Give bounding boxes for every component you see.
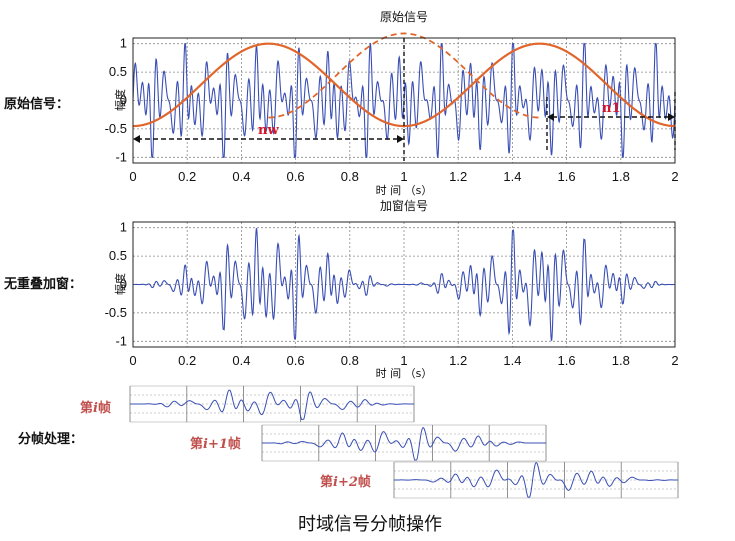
x-tick-label: 2 — [671, 353, 678, 368]
frame-i-waveform — [130, 389, 414, 421]
bottom-side-label: 无重叠加窗： — [3, 276, 82, 292]
x-tick-label: 0.2 — [178, 169, 196, 184]
frame-i-plus-1-box — [261, 424, 547, 462]
bottom-plot-frame — [132, 221, 676, 348]
frame-i-plus-2-label: 第i+2帧 — [320, 474, 371, 490]
x-tick-label: 1.8 — [612, 353, 630, 368]
x-tick-label: 0.8 — [341, 353, 359, 368]
x-tick-label: 1 — [400, 169, 407, 184]
x-tick-label: 1.6 — [558, 169, 576, 184]
windowed-signal-line — [133, 228, 675, 341]
x-tick-label: 0.4 — [232, 353, 250, 368]
x-tick-label: 2 — [671, 169, 678, 184]
y-tick-label: -0.5 — [105, 305, 127, 320]
x-tick-label: 0.8 — [341, 169, 359, 184]
bottom-plot-ylabel: 幅度 — [113, 273, 127, 295]
x-tick-label: 1 — [400, 353, 407, 368]
y-tick-label: -1 — [115, 333, 127, 348]
frame-i-box — [129, 385, 415, 423]
y-tick-label: 1 — [120, 36, 127, 51]
x-tick-label: 0.6 — [287, 353, 305, 368]
frame-i-plus-1-label: 第i+1帧 — [190, 436, 241, 452]
overlap-window-dashed-line — [268, 32, 540, 119]
x-tick-label: 1.2 — [449, 169, 467, 184]
top-plot-xlabel: 时 间 （s） — [376, 184, 433, 197]
top-side-label: 原始信号： — [4, 96, 69, 112]
y-tick-label: -0.5 — [105, 121, 127, 136]
x-tick-label: 0 — [129, 169, 136, 184]
y-tick-label: 0 — [120, 93, 127, 108]
figure-caption: 时域信号分帧操作 — [298, 514, 442, 535]
frame-shift-arrow — [546, 92, 676, 150]
y-tick-label: 0 — [120, 277, 127, 292]
original-signal-line — [132, 43, 676, 158]
x-tick-label: 0.2 — [178, 353, 196, 368]
x-tick-label: 1.2 — [449, 353, 467, 368]
n1-marker-label: n1 — [602, 101, 621, 116]
top-plot-title: 原始信号 — [380, 10, 428, 24]
frame-i-plus-2-waveform — [394, 462, 678, 498]
x-tick-label: 1.4 — [503, 169, 521, 184]
x-tick-label: 1.8 — [612, 169, 630, 184]
frame-i-plus-1: 第i+1帧 — [190, 424, 547, 462]
y-tick-label: 0.5 — [109, 64, 127, 79]
x-tick-label: 0.6 — [287, 169, 305, 184]
x-tick-label: 0.4 — [232, 169, 250, 184]
window-line — [132, 42, 676, 128]
nw-marker-label: nw — [258, 123, 279, 138]
x-tick-label: 0 — [129, 353, 136, 368]
x-tick-label: 1.4 — [503, 353, 521, 368]
frame-i-plus-1-waveform — [262, 427, 546, 461]
top-plot-grid — [133, 38, 675, 163]
top-plot-ticks: 0 0.2 0.4 0.6 0.8 1 1.2 1.4 1.6 1.8 2 1 0.5 0 -0.5 -1 — [105, 36, 679, 184]
frame-i-plus-2: 第i+2帧 — [320, 461, 679, 499]
bottom-plot-ticks: 0 0.2 0.4 0.6 0.8 1 1.2 1.4 1.6 1.8 2 1 0.5 0 -0.5 -1 — [105, 220, 679, 368]
frame-i: 第i帧 — [80, 385, 415, 423]
top-plot-ylabel: 幅度 — [113, 89, 127, 111]
y-tick-label: 1 — [120, 220, 127, 235]
framing-side-label: 分帧处理： — [18, 431, 83, 447]
y-tick-label: -1 — [115, 149, 127, 164]
frame-i-label: 第i帧 — [80, 400, 111, 416]
y-tick-label: 0.5 — [109, 248, 127, 263]
bottom-plot-xlabel: 时 间 （s） — [376, 367, 433, 380]
x-tick-label: 1.6 — [558, 353, 576, 368]
frame-i-plus-2-box — [393, 461, 679, 499]
frame-length-arrow — [133, 38, 405, 163]
bottom-plot-title: 加窗信号 — [380, 199, 428, 213]
